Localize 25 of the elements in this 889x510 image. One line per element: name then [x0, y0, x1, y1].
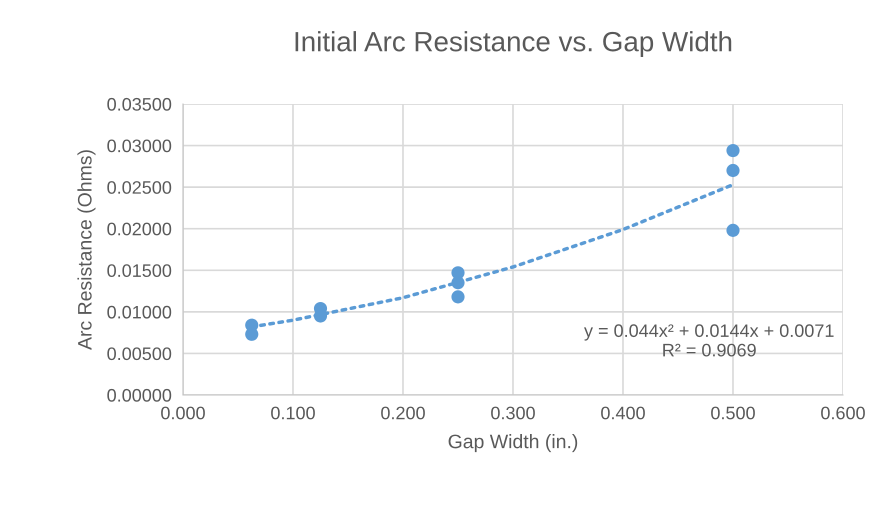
y-tick-label: 0.01500 — [107, 264, 172, 278]
point — [726, 144, 740, 158]
y-tick-label: 0.03500 — [107, 98, 172, 111]
x-tick-label: 0.000 — [161, 406, 205, 420]
x-tick-label: 0.400 — [601, 406, 645, 420]
point — [726, 164, 740, 178]
y-tick-label: 0.02000 — [107, 222, 172, 236]
x-tick-label: 0.100 — [271, 406, 315, 420]
y-tick-label: 0.00500 — [107, 347, 172, 360]
x-tick-label: 0.500 — [711, 406, 755, 420]
y-axis-title: Arc Resistance (Ohms) — [77, 150, 96, 350]
y-tick-label: 0.01000 — [107, 306, 172, 319]
y-tick-label: 0.02500 — [107, 181, 172, 194]
chart-title: Initial Arc Resistance vs. Gap Width — [296, 31, 732, 57]
point — [245, 328, 258, 341]
point — [451, 276, 465, 290]
y-tick-label: 0.00000 — [107, 388, 172, 402]
point — [726, 224, 740, 237]
point — [451, 290, 465, 304]
annotation: y = 0.044x² + 0.0144x + 0.0071 R² = 0.9069 — [584, 324, 834, 357]
x-axis-title: Gap Width (in.) — [448, 434, 578, 452]
x-tick-label: 0.200 — [381, 406, 425, 420]
x-tick-label: 0.300 — [491, 406, 535, 420]
x-tick-label: 0.600 — [821, 406, 865, 420]
y-tick-label: 0.03000 — [107, 140, 172, 152]
